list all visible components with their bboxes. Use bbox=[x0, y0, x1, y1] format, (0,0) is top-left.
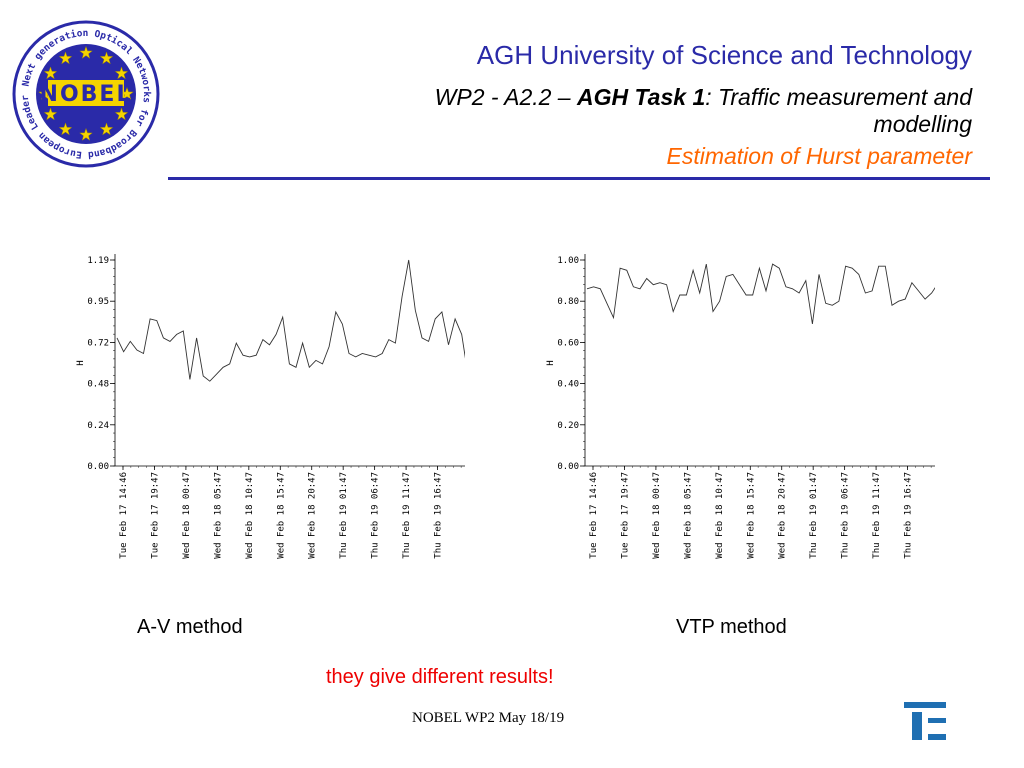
x-tick-label: Tue Feb 17 14:46 bbox=[589, 472, 599, 559]
x-tick-label: Thu Feb 19 01:47 bbox=[809, 472, 819, 559]
subtitle-prefix: WP2 - A2.2 – bbox=[434, 84, 577, 110]
results-note: they give different results! bbox=[326, 666, 554, 688]
y-tick-label: 0.60 bbox=[557, 338, 579, 348]
vtp-method-caption: VTP method bbox=[676, 616, 787, 638]
x-tick-label: Thu Feb 19 06:47 bbox=[371, 472, 381, 559]
x-tick-label: Wed Feb 18 00:47 bbox=[652, 472, 662, 559]
x-tick-label: Thu Feb 19 16:47 bbox=[904, 472, 914, 559]
x-tick-label: Thu Feb 19 01:47 bbox=[339, 472, 349, 559]
y-tick-label: 0.95 bbox=[87, 297, 109, 307]
x-tick-label: Wed Feb 18 20:47 bbox=[778, 472, 788, 559]
y-tick-label: 0.20 bbox=[557, 421, 579, 431]
av-method-chart: 1.19 0.95 0.72 0.48 0.24 0.00 H Tue Feb 17 14:4… bbox=[76, 254, 465, 559]
y-tick-label: 0.00 bbox=[87, 462, 109, 472]
x-tick-label: Tue Feb 17 19:47 bbox=[150, 472, 160, 559]
logo-star-icon bbox=[114, 107, 129, 121]
logo-center-text: NOBEL bbox=[40, 82, 133, 107]
y-tick-label: 1.19 bbox=[87, 256, 109, 266]
topic-title: Estimation of Hurst parameter bbox=[666, 143, 972, 169]
x-tick-label: Wed Feb 18 15:47 bbox=[276, 472, 286, 559]
x-tick-label: Thu Feb 19 16:47 bbox=[434, 472, 444, 559]
nobel-logo: Next generation Optical Networks for Bro… bbox=[6, 14, 160, 168]
y-tick-label: 0.40 bbox=[557, 380, 579, 390]
logo-star-icon bbox=[114, 66, 129, 80]
x-tick-label: Wed Feb 18 05:47 bbox=[683, 472, 693, 559]
logo-star-icon bbox=[99, 122, 114, 136]
y-tick-label: 0.48 bbox=[87, 380, 109, 390]
footer-page: NOBEL WP2 May 18/19 bbox=[412, 710, 565, 726]
y-tick-label: 0.24 bbox=[87, 421, 109, 431]
y-tick-label: 0.72 bbox=[87, 338, 109, 348]
x-tick-label: Wed Feb 18 20:47 bbox=[308, 472, 318, 559]
logo-star-icon bbox=[43, 66, 58, 80]
vtp-method-chart: 1.00 0.80 0.60 0.40 0.20 0.00 H Tue Feb 17 14:4… bbox=[546, 254, 935, 559]
header-divider bbox=[168, 177, 990, 180]
university-title: AGH University of Science and Technology bbox=[476, 40, 972, 70]
corner-logo-bar-mid bbox=[928, 718, 946, 723]
task-subtitle: WP2 - A2.2 – AGH Task 1: Traffic measure… bbox=[412, 84, 972, 138]
x-tick-label: Wed Feb 18 15:47 bbox=[746, 472, 756, 559]
logo-star-icon bbox=[58, 122, 73, 136]
y-tick-label: 0.00 bbox=[557, 462, 579, 472]
logo-star-icon bbox=[58, 51, 73, 65]
hurst-series-line bbox=[586, 263, 935, 324]
x-tick-label: Wed Feb 18 00:47 bbox=[182, 472, 192, 559]
subtitle-suffix: : Traffic measurement and modelling bbox=[705, 84, 972, 137]
x-tick-label: Thu Feb 19 06:47 bbox=[841, 472, 851, 559]
x-tick-label: Wed Feb 18 10:47 bbox=[715, 472, 725, 559]
x-tick-label: Wed Feb 18 05:47 bbox=[213, 472, 223, 559]
corner-logo-stem bbox=[912, 712, 922, 740]
corner-logo bbox=[904, 702, 946, 740]
corner-logo-bar-top bbox=[904, 702, 946, 708]
x-tick-label: Tue Feb 17 14:46 bbox=[119, 472, 129, 559]
y-tick-label: 1.00 bbox=[557, 256, 579, 266]
logo-star-icon bbox=[43, 107, 58, 121]
corner-logo-bar-bottom bbox=[928, 734, 946, 740]
x-tick-label: Thu Feb 19 11:47 bbox=[872, 472, 882, 559]
subtitle-bold: AGH Task 1 bbox=[576, 84, 706, 110]
x-tick-label: Wed Feb 18 10:47 bbox=[245, 472, 255, 559]
hurst-series-line bbox=[116, 259, 465, 382]
av-method-caption: A-V method bbox=[137, 616, 243, 638]
logo-star-icon bbox=[79, 45, 93, 59]
y-tick-label: 0.80 bbox=[557, 297, 579, 307]
logo-star-icon bbox=[79, 127, 93, 141]
logo-star-icon bbox=[99, 51, 114, 65]
x-tick-label: Thu Feb 19 11:47 bbox=[402, 472, 412, 559]
y-axis-label: H bbox=[76, 360, 86, 365]
x-tick-label: Tue Feb 17 19:47 bbox=[620, 472, 630, 559]
y-axis-label: H bbox=[546, 360, 556, 365]
